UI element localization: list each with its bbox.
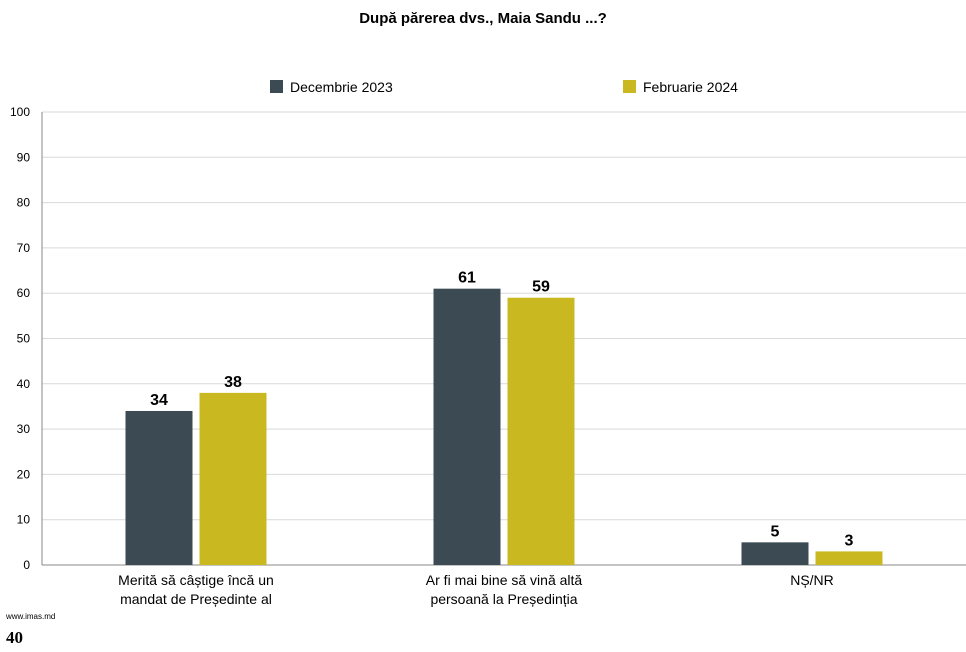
source-url: www.imas.md xyxy=(6,612,56,621)
y-tick-label: 20 xyxy=(17,467,31,481)
data-label: 5 xyxy=(771,523,780,540)
y-tick-label: 60 xyxy=(17,286,31,300)
y-tick-label: 40 xyxy=(17,377,31,391)
legend-label: Decembrie 2023 xyxy=(290,79,393,95)
y-tick-label: 80 xyxy=(17,196,31,210)
x-tick-label: Merită să câștige încă un xyxy=(118,572,274,588)
bar-chart: După părerea dvs., Maia Sandu ...? Decemb… xyxy=(10,10,966,612)
legend-swatch xyxy=(623,80,636,93)
x-tick-label: Ar fi mai bine să vină altă xyxy=(426,572,583,588)
y-tick-label: 90 xyxy=(17,150,31,164)
bar xyxy=(507,297,575,565)
data-label: 59 xyxy=(532,279,550,296)
y-tick-label: 100 xyxy=(10,105,30,119)
y-tick-label: 30 xyxy=(17,422,31,436)
y-tick-label: 50 xyxy=(17,332,31,346)
x-tick-label: Republicii Moldova xyxy=(445,610,563,612)
y-tick-label: 0 xyxy=(23,558,30,572)
chart-title: După părerea dvs., Maia Sandu ...? xyxy=(359,10,607,27)
x-tick-label: mandat de Președinte al xyxy=(120,591,272,607)
data-label: 3 xyxy=(845,532,854,549)
bar xyxy=(741,542,809,565)
x-tick-label: persoană la Președinția xyxy=(430,591,577,607)
legend-swatch xyxy=(270,80,283,93)
data-label: 61 xyxy=(458,270,476,287)
bar xyxy=(815,551,883,565)
data-label: 34 xyxy=(150,392,168,409)
page-number: 40 xyxy=(6,628,23,647)
y-tick-label: 70 xyxy=(17,241,31,255)
bar xyxy=(433,288,501,565)
legend-label: Februarie 2024 xyxy=(643,79,738,95)
y-tick-label: 10 xyxy=(17,513,31,527)
x-tick-label: Republicii Moldova xyxy=(137,610,255,612)
data-label: 38 xyxy=(224,374,242,391)
bar xyxy=(125,410,193,565)
x-tick-label: NȘ/NR xyxy=(790,572,834,588)
bar xyxy=(199,392,267,565)
